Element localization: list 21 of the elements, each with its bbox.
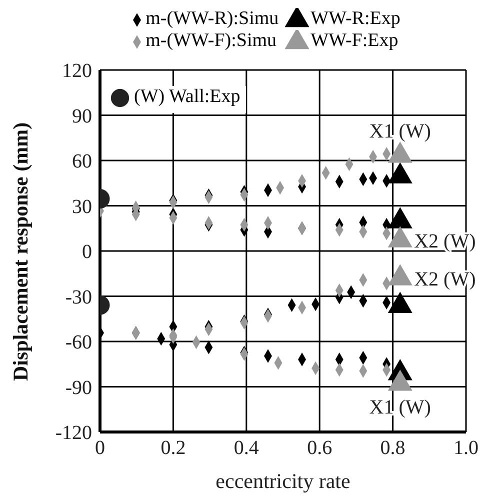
x-tick-label: 1.0 <box>454 437 478 460</box>
y-tick-label: -90 <box>65 376 92 399</box>
legend-label: WW-F:Exp <box>310 30 398 52</box>
y-tick-label: -60 <box>65 332 92 354</box>
legend-label: (W) Wall:Exp <box>134 86 240 108</box>
legend-label: m-(WW-R):Simu <box>146 8 279 30</box>
y-axis-title: Displacement response (mm) <box>8 122 32 381</box>
legend-label: m-(WW-F):Simu <box>146 30 277 52</box>
x-tick-label: 0.8 <box>380 437 406 460</box>
y-tick-label: 120 <box>62 60 92 82</box>
y-tick-label: -120 <box>55 422 92 444</box>
y-tick-label: 0 <box>82 241 92 264</box>
y-tick-label: 60 <box>72 150 92 173</box>
x-axis-title: eccentricity rate <box>216 469 350 493</box>
legend-label: WW-R:Exp <box>310 8 400 30</box>
y-tick-label: 30 <box>72 196 92 218</box>
y-tick-label: 90 <box>72 105 92 128</box>
x-tick-label: 0.6 <box>307 437 332 460</box>
x-tick-label: 0.4 <box>234 437 259 460</box>
x-tick-label: 0.2 <box>160 437 186 460</box>
y-tick-label: -30 <box>65 286 92 308</box>
